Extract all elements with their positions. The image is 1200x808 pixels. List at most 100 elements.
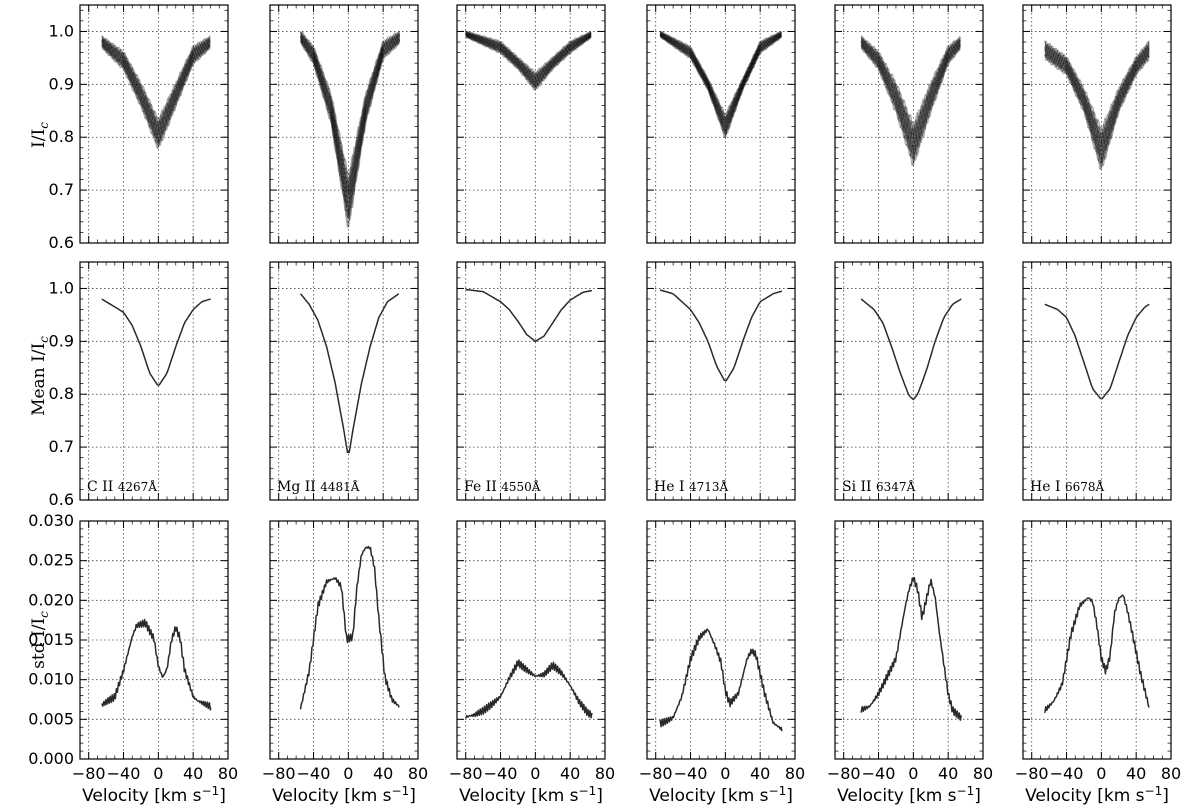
profile-line <box>1044 45 1150 149</box>
xtick-label: 80 <box>408 764 428 783</box>
line-annotation: He I 6678Å <box>1030 479 1104 495</box>
xtick-label: 40 <box>183 764 203 783</box>
profile-line <box>860 45 961 159</box>
ytick-label: 0.9 <box>49 331 74 350</box>
profile-line <box>659 31 782 125</box>
xtick-label: −80 <box>72 764 106 783</box>
line-annotation: Si II 6347Å <box>842 479 916 495</box>
xtick-label: 0 <box>1096 764 1106 783</box>
ytick-label: 0.000 <box>28 749 74 768</box>
profile-line <box>299 38 401 218</box>
profile-line <box>659 34 782 133</box>
profile-line <box>860 44 961 159</box>
panel-frame <box>834 520 984 760</box>
profile-line <box>659 32 782 127</box>
profile-line <box>660 35 782 140</box>
profile-line <box>465 35 592 89</box>
profile-line <box>101 45 211 145</box>
profile-line <box>101 36 211 128</box>
ytick-label: 0.7 <box>49 180 74 199</box>
profile-line <box>860 40 961 140</box>
profile-line <box>861 46 961 161</box>
panel-grid: 0.6 0.7 0.8 0.9 1.0 C II 4267Å 0.6 0.7 0.8 0.9 1.0… <box>28 4 1181 806</box>
profile-line <box>300 34 400 204</box>
panel-r1-c5 <box>834 4 984 244</box>
profile-line <box>465 34 592 88</box>
panel-frame <box>269 520 419 760</box>
ytick-label: 1.0 <box>49 278 74 297</box>
profile-line <box>465 34 592 91</box>
panel-r1-c4 <box>646 4 796 244</box>
xtick-label: 40 <box>373 764 393 783</box>
panel-frame <box>79 520 229 760</box>
panel-frame <box>1022 520 1172 760</box>
xtick-label: 0 <box>153 764 163 783</box>
profile-line <box>860 36 961 135</box>
ytick-label: 0.005 <box>28 709 74 728</box>
profile-line <box>1044 47 1150 156</box>
row3-ylabel: std I/Ic​ <box>29 611 51 669</box>
xtick-label: 0 <box>908 764 918 783</box>
xtick-label: 40 <box>1126 764 1146 783</box>
profile-line <box>659 33 782 125</box>
xtick-label: 80 <box>973 764 993 783</box>
profile-line <box>101 43 211 144</box>
xtick-label: −40 <box>862 764 896 783</box>
panel-frame <box>834 261 984 501</box>
xtick-label: −40 <box>107 764 141 783</box>
x-axis-label: Velocity [km s−1​] <box>1025 784 1169 806</box>
profile-line <box>1044 48 1150 152</box>
panel-r2-c4: He I 4713Å <box>646 261 796 501</box>
profile-line <box>659 31 782 117</box>
panel-r2-c6: He I 6678Å <box>1022 261 1172 501</box>
profile-line <box>101 44 211 149</box>
x-axis-label: Velocity [km s−1​] <box>837 784 981 806</box>
profile-line <box>101 40 211 139</box>
profile-line <box>1044 40 1150 136</box>
profile-line <box>659 33 782 132</box>
profile-line <box>101 35 211 124</box>
profile-line <box>101 39 211 132</box>
profile-line <box>1044 41 1150 143</box>
profile-line <box>465 34 592 86</box>
panel-frame <box>646 4 796 244</box>
profile-line <box>860 37 961 142</box>
profile-line <box>465 31 592 81</box>
panel-frame <box>79 261 229 501</box>
profile-line <box>659 32 782 123</box>
profile-line <box>465 31 592 78</box>
profile-line <box>1044 45 1150 148</box>
panel-frame <box>456 261 606 501</box>
profile-line <box>465 31 592 79</box>
profile-line <box>101 37 211 133</box>
std-profile-line <box>1044 594 1150 714</box>
profile-line <box>659 35 782 134</box>
profile-line <box>299 32 401 193</box>
panel-r2-c2: Mg II 4481Å <box>269 261 419 501</box>
profile-line <box>660 32 782 129</box>
std-profile-line <box>465 659 593 719</box>
xtick-label: 0 <box>720 764 730 783</box>
panel-frame <box>1022 261 1172 501</box>
profile-line <box>101 38 211 136</box>
ytick-label: 1.0 <box>49 21 74 40</box>
ytick-label: 0.6 <box>49 490 74 509</box>
mean-profile-line <box>1044 303 1150 400</box>
panel-frame <box>646 520 796 760</box>
profile-line <box>101 43 211 139</box>
profile-line <box>659 30 782 121</box>
profile-line <box>860 40 961 144</box>
profile-line <box>300 35 401 196</box>
panel-frame <box>79 4 229 244</box>
xtick-label: −80 <box>639 764 673 783</box>
profile-line <box>1044 51 1150 164</box>
profile-line <box>101 41 211 136</box>
xtick-label: −80 <box>262 764 296 783</box>
profile-line <box>659 36 782 135</box>
profile-line <box>860 40 961 148</box>
profile-line <box>299 41 400 221</box>
